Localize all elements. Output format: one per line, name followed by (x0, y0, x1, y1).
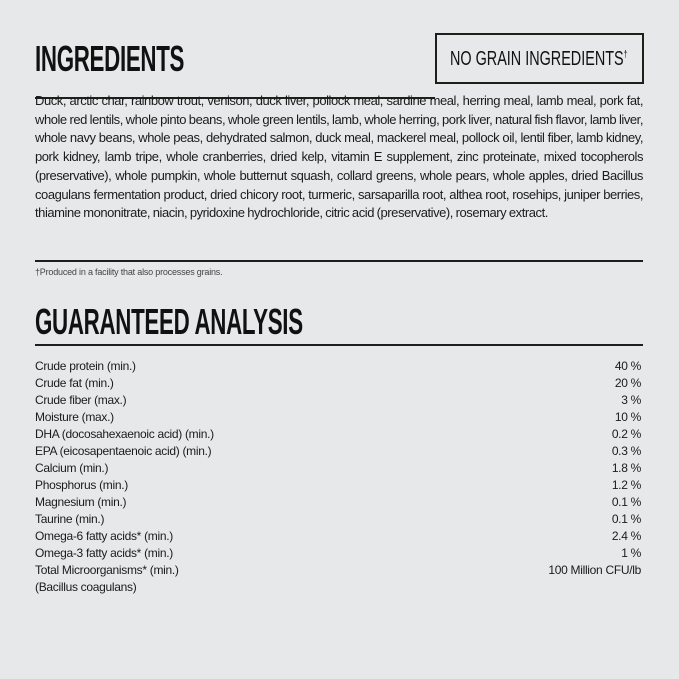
nutrient-value: 2.4 % (611, 529, 641, 543)
analysis-row: Phosphorus (min.) 1.2 % (35, 477, 641, 494)
analysis-row: EPA (eicosapentaenoic acid) (min.) 0.3 % (35, 443, 641, 460)
analysis-row: Omega-3 fatty acids* (min.) 1 % (35, 545, 641, 562)
nutrient-label: Phosphorus (min.) (35, 478, 128, 492)
analysis-row: Total Microorganisms* (min.) 100 Million … (35, 562, 641, 579)
nutrient-label: Crude fiber (max.) (35, 393, 127, 407)
analysis-row: Calcium (min.) 1.8 % (35, 460, 641, 477)
nutrient-value: 20 % (614, 376, 641, 390)
analysis-row: Omega-6 fatty acids* (min.) 2.4 % (35, 528, 641, 545)
nutrient-value: 1.8 % (611, 461, 641, 475)
nutrient-label: Total Microorganisms* (min.) (35, 563, 179, 577)
nutrient-label: Magnesium (min.) (35, 495, 127, 509)
nutrient-label: Calcium (min.) (35, 461, 109, 475)
nutrient-value: 0.1 % (611, 512, 641, 526)
no-grain-badge: NO GRAIN INGREDIENTS† (435, 33, 644, 84)
nutrient-value: 40 % (614, 359, 641, 373)
nutrient-label: (Bacillus coagulans) (35, 580, 137, 594)
nutrient-label: Crude fat (min.) (35, 376, 114, 390)
nutrient-value: 0.1 % (611, 495, 641, 509)
analysis-row: Crude protein (min.) 40 % (35, 358, 641, 375)
ingredients-list: Duck, arctic char, rainbow trout, veniso… (35, 93, 643, 221)
nutrient-value: 1.2 % (611, 478, 641, 492)
nutrient-label: Moisture (max.) (35, 410, 114, 424)
analysis-row: Magnesium (min.) 0.1 % (35, 494, 641, 511)
ingredients-bottom-rule (35, 260, 643, 262)
analysis-row: DHA (docosahexaenoic acid) (min.) 0.2 % (35, 426, 641, 443)
ingredients-rule (35, 97, 435, 99)
analysis-row: Taurine (min.) 0.1 % (35, 511, 641, 528)
nutrient-label: Taurine (min.) (35, 512, 105, 526)
analysis-rule (35, 344, 643, 346)
nutrient-value: 0.3 % (611, 444, 641, 458)
analysis-row: Moisture (max.) 10 % (35, 409, 641, 426)
dagger-mark: † (623, 49, 628, 61)
ingredients-heading: INGREDIENTS (35, 38, 185, 79)
analysis-row: (Bacillus coagulans) (35, 579, 641, 596)
analysis-row: Crude fiber (max.) 3 % (35, 392, 641, 409)
nutrient-value: 0.2 % (611, 427, 641, 441)
nutrient-value: 100 Million CFU/lb (548, 563, 641, 577)
nutrient-value: 1 % (621, 546, 641, 560)
no-grain-badge-label: NO GRAIN INGREDIENTS (450, 48, 624, 70)
nutrient-value: 10 % (614, 410, 641, 424)
grain-footnote: †Produced in a facility that also proces… (35, 267, 223, 277)
nutrient-label: EPA (eicosapentaenoic acid) (min.) (35, 444, 212, 458)
nutrient-label: DHA (docosahexaenoic acid) (min.) (35, 427, 214, 441)
nutrient-label: Omega-6 fatty acids* (min.) (35, 529, 173, 543)
nutrient-value: 3 % (621, 393, 641, 407)
nutrient-label: Crude protein (min.) (35, 359, 136, 373)
analysis-table: Crude protein (min.) 40 % Crude fat (min.)… (35, 358, 641, 596)
guaranteed-analysis-heading: GUARANTEED ANALYSIS (35, 301, 303, 342)
analysis-row: Crude fat (min.) 20 % (35, 375, 641, 392)
nutrient-label: Omega-3 fatty acids* (min.) (35, 546, 173, 560)
